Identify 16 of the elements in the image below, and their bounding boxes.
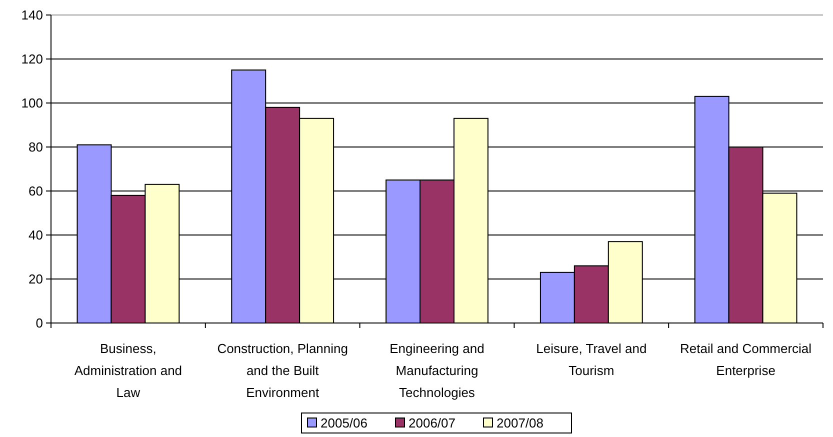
y-tick-label: 20 (28, 272, 43, 287)
y-tick-label: 80 (28, 140, 43, 155)
y-tick-label: 0 (36, 316, 43, 331)
y-tick-label: 100 (21, 96, 43, 111)
x-tick-label: Construction, Planning and the Built Environment (217, 341, 348, 400)
x-tick-label: Engineering and Manufacturing Technologies (390, 341, 484, 400)
y-tick-label: 60 (28, 184, 43, 199)
y-tick-label: 40 (28, 228, 43, 243)
legend-label: 2006/07 (408, 416, 456, 431)
legend-label: 2005/06 (320, 416, 368, 431)
y-tick-label: 120 (21, 52, 43, 67)
y-tick-label: 140 (21, 8, 43, 23)
x-tick-label: Business, Administration and Law (74, 341, 182, 400)
legend-label: 2007/08 (496, 416, 544, 431)
x-tick-label: Leisure, Travel and Tourism (536, 341, 647, 378)
x-tick-label: Retail and Commercial Enterprise (680, 341, 812, 378)
